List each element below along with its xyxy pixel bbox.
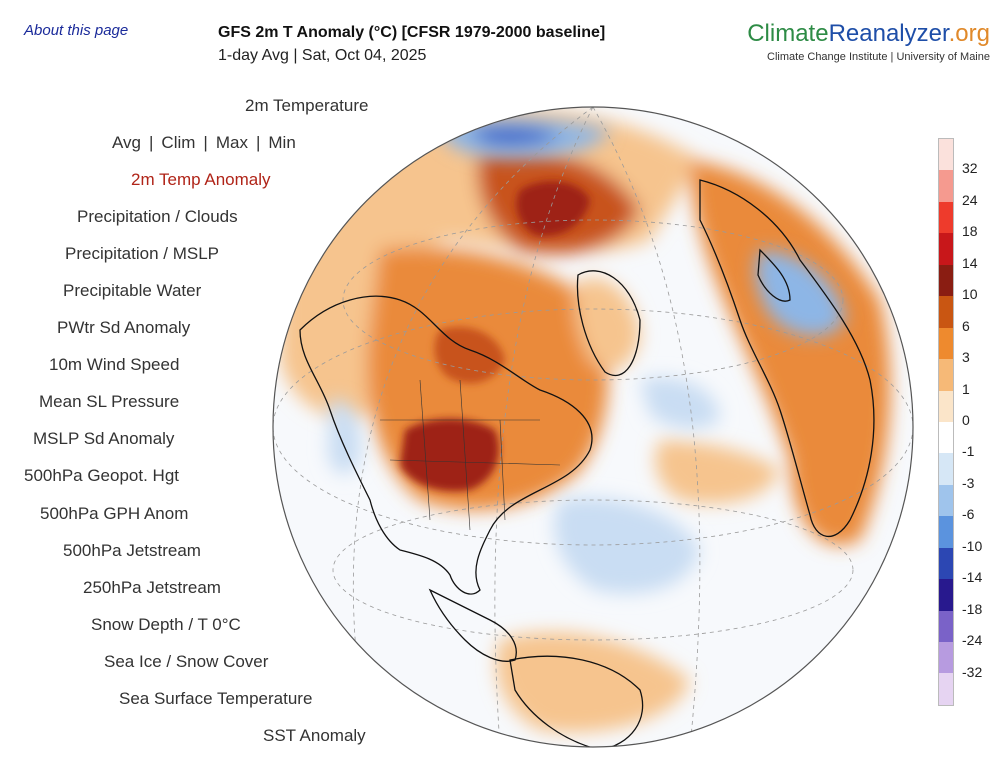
legend-label: -3 [962, 474, 975, 491]
anomaly-field [273, 107, 913, 747]
map-title: GFS 2m T Anomaly (°C) [CFSR 1979-2000 ba… [218, 24, 606, 41]
legend-swatch [939, 453, 953, 485]
legend-label: -24 [962, 632, 983, 649]
north-america-outline [299, 295, 593, 595]
stat-min[interactable]: Min [268, 133, 296, 152]
legend-swatch [939, 673, 953, 705]
legend-swatch [939, 610, 953, 642]
globe-outline [272, 106, 914, 748]
menu-10m-wind-speed[interactable]: 10m Wind Speed [49, 355, 180, 374]
warm-region-europe [690, 160, 891, 546]
legend-label: -10 [962, 537, 983, 554]
legend-color-bar [938, 138, 954, 706]
menu-250hpa-jetstream[interactable]: 250hPa Jetstream [83, 578, 221, 597]
cool-region-atlantic [554, 497, 700, 594]
legend-label: 24 [962, 191, 978, 208]
warm-region-atlantic [655, 440, 780, 504]
central-america-outline [428, 588, 517, 662]
brand-subtitle: Climate Change Institute | University of… [767, 51, 990, 63]
legend-label: -6 [962, 506, 975, 523]
greenland-outline [576, 270, 641, 377]
legend-swatch [939, 390, 953, 422]
cold-core-arctic [470, 126, 560, 146]
stat-clim[interactable]: Clim [161, 133, 196, 152]
legend-swatch [939, 359, 953, 391]
about-page-link[interactable]: About this page [24, 22, 129, 39]
brand-name: ClimateReanalyzer.org [747, 20, 990, 47]
warm-region-south-america [496, 632, 690, 733]
legend-swatch [939, 484, 953, 517]
hot-spot-great-plains [400, 418, 499, 492]
legend-swatch [939, 139, 953, 171]
legend-label: 32 [962, 160, 978, 177]
menu-500hpa-gph-anom[interactable]: 500hPa GPH Anom [40, 504, 189, 523]
menu-sea-surface-temperature[interactable]: Sea Surface Temperature [119, 689, 313, 708]
legend-swatch [939, 233, 953, 265]
legend-label: 0 [962, 412, 970, 428]
menu-2m-temperature[interactable]: 2m Temperature [245, 96, 369, 115]
legend-label: -32 [962, 663, 983, 680]
stat-max[interactable]: Max [215, 133, 248, 152]
legend-swatch [939, 421, 953, 454]
borders [380, 379, 561, 531]
legend-swatch [939, 642, 953, 674]
menu-precipitation-clouds[interactable]: Precipitation / Clouds [77, 207, 238, 226]
legend-label: -18 [962, 600, 983, 617]
menu-sst-anomaly[interactable]: SST Anomaly [263, 726, 366, 745]
menu-pwtr-sd-anomaly[interactable]: PWtr Sd Anomaly [57, 318, 191, 337]
legend-label: 1 [962, 380, 970, 397]
legend-swatch [939, 516, 953, 548]
graticule [273, 107, 913, 747]
menu-2m-temp-anomaly[interactable]: 2m Temp Anomaly [131, 170, 271, 189]
coastlines [299, 179, 875, 747]
legend-swatch [939, 264, 953, 297]
legend-swatch [939, 327, 953, 360]
menu-sea-ice-snow-cover[interactable]: Sea Ice / Snow Cover [104, 652, 269, 671]
menu-precipitable-water[interactable]: Precipitable Water [63, 281, 202, 300]
stat-options: Avg | Clim | Max | Min [112, 133, 296, 152]
legend-swatch [939, 201, 953, 234]
map-subtitle: 1-day Avg | Sat, Oct 04, 2025 [218, 47, 427, 64]
legend-swatch [939, 547, 953, 580]
menu-precipitation-mslp[interactable]: Precipitation / MSLP [65, 244, 220, 263]
color-legend: 32 24 18 14 10 6 3 1 0 -1 -3 -6 -10 -14 -18 -24 -32 [936, 138, 996, 706]
menu-mslp-sd-anomaly[interactable]: MSLP Sd Anomaly [33, 429, 175, 448]
legend-swatch [939, 296, 953, 328]
legend-label: -1 [962, 443, 975, 460]
legend-swatch [939, 170, 953, 202]
legend-label: -14 [962, 569, 983, 586]
legend-label: 18 [962, 223, 978, 240]
europe-africa-outline [699, 179, 875, 538]
legend-label: 14 [962, 254, 978, 271]
south-america-outline [509, 655, 644, 747]
menu-snow-depth[interactable]: Snow Depth / T 0°C [91, 615, 241, 634]
cool-region-north-atlantic [640, 377, 720, 430]
cold-region-scandinavia [755, 250, 845, 337]
cool-region-pacific [328, 399, 361, 475]
menu-mean-sl-pressure[interactable]: Mean SL Pressure [39, 392, 180, 411]
stat-avg[interactable]: Avg [112, 133, 141, 152]
menu-500hpa-jetstream[interactable]: 500hPa Jetstream [63, 541, 201, 560]
scandinavia-outline [757, 248, 791, 302]
menu-500hpa-geopot-hgt[interactable]: 500hPa Geopot. Hgt [24, 466, 180, 485]
legend-label: 10 [962, 286, 978, 303]
legend-swatch [939, 579, 953, 611]
brand-logo[interactable]: ClimateReanalyzer.org Climate Change Ins… [747, 20, 990, 63]
legend-label: 6 [962, 317, 970, 334]
legend-label: 3 [962, 349, 970, 366]
